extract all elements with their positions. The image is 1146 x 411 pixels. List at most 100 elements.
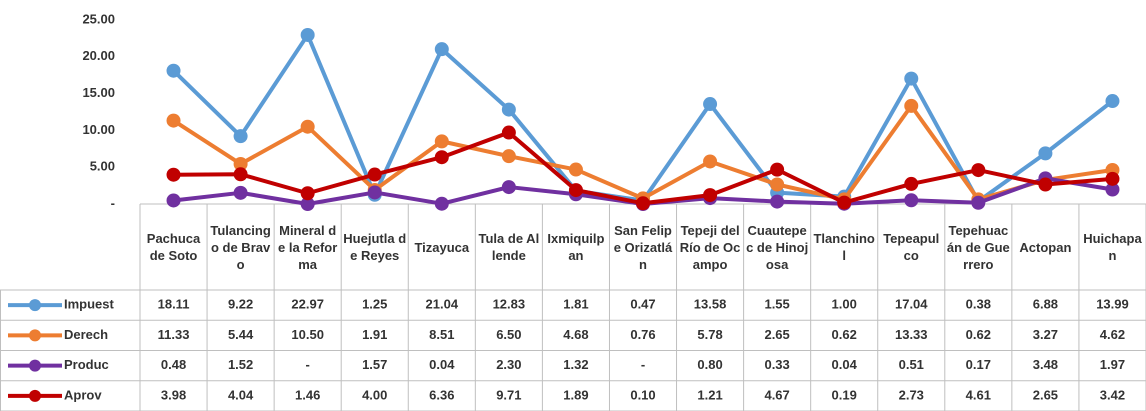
table-value: 4.61 (966, 387, 991, 402)
table-value: 3.42 (1100, 387, 1125, 402)
table-value: 1.21 (697, 387, 722, 402)
marker (568, 162, 583, 177)
table-value: 13.58 (694, 297, 727, 312)
table-value: 5.44 (228, 327, 254, 342)
table-value: 8.51 (429, 327, 454, 342)
table-value: - (305, 357, 309, 372)
table-value: 0.80 (697, 357, 722, 372)
marker (568, 183, 583, 198)
table-value: 1.25 (362, 297, 387, 312)
marker (300, 186, 315, 201)
x-tick-label: Tula de Allende (478, 231, 540, 263)
legend-marker (29, 359, 41, 372)
x-tick-label: San Felipe Orizatlán (613, 222, 673, 272)
x-tick-label: Mineral de la Reforma (278, 222, 338, 272)
marker (904, 176, 919, 191)
table-value: 1.97 (1100, 357, 1125, 372)
x-tick-label: Huichapan (1083, 231, 1142, 263)
table-value: 1.57 (362, 357, 387, 372)
marker (166, 113, 181, 128)
marker (434, 42, 449, 57)
table-value: 6.50 (496, 327, 521, 342)
marker (837, 195, 852, 210)
legend-label: Produc (64, 357, 109, 372)
marker (166, 63, 181, 78)
category-cell: Tepehuacán de Guerrero (946, 222, 1010, 272)
table-value: 1.55 (764, 297, 789, 312)
table-value: 4.00 (362, 387, 387, 402)
marker (233, 129, 248, 144)
table-value: 11.33 (158, 327, 190, 342)
table-value: 1.32 (563, 357, 588, 372)
table-value: 1.91 (362, 327, 387, 342)
x-tick-label: Tepeapulco (883, 231, 940, 263)
category-cell: Tizayuca (414, 240, 469, 255)
table-value: 2.65 (764, 327, 789, 342)
legend-marker (29, 389, 41, 402)
category-cell: Tlanchinol (813, 231, 874, 263)
y-tick-label: 20.00 (82, 48, 115, 63)
marker (1105, 182, 1120, 197)
x-tick-label: Tepehuacán de Guerrero (946, 222, 1010, 272)
table-value: 0.76 (630, 327, 655, 342)
table-value: 13.99 (1096, 297, 1129, 312)
x-tick-label: Cuautepec de Hinojosa (746, 222, 809, 272)
category-cell: Cuautepec de Hinojosa (746, 222, 809, 272)
legend-label: Derech (64, 327, 108, 342)
marker (971, 195, 986, 210)
table-value: - (641, 357, 645, 372)
marker (1038, 146, 1053, 161)
table-value: 6.36 (429, 387, 454, 402)
category-cell: Mineral de la Reforma (278, 222, 338, 272)
table-value: 2.30 (496, 357, 521, 372)
marker (1038, 177, 1053, 192)
y-tick-label: - (111, 195, 115, 210)
category-cell: Ixmiquilpan (547, 231, 604, 263)
table-value: 1.81 (563, 297, 588, 312)
legend-marker (29, 329, 41, 342)
series-line (172, 32, 1114, 204)
legend-label: Aprov (64, 387, 102, 402)
table-value: 22.97 (291, 297, 324, 312)
table-value: 2.73 (899, 387, 924, 402)
table-value: 0.33 (764, 357, 789, 372)
table-value: 0.48 (161, 357, 186, 372)
marker (703, 97, 718, 112)
table-value: 4.68 (563, 327, 588, 342)
x-tick-label: Huejutla de Reyes (343, 231, 407, 263)
table-value: 1.00 (832, 297, 857, 312)
category-cell: Tulancingo de Bravo (210, 223, 270, 272)
marker (904, 98, 919, 113)
table-value: 9.22 (228, 297, 253, 312)
marker (434, 196, 449, 211)
marker (233, 185, 248, 200)
marker (300, 197, 315, 211)
marker (367, 167, 382, 182)
marker (501, 125, 516, 140)
category-cell: Huejutla de Reyes (343, 231, 407, 263)
marker (770, 162, 785, 177)
table-value: 0.62 (966, 327, 991, 342)
marker (166, 167, 181, 182)
table-value: 0.04 (832, 357, 858, 372)
table-value: 3.98 (161, 387, 186, 402)
legend-label: Impuest (64, 297, 115, 312)
table-value: 6.88 (1033, 297, 1058, 312)
table-value: 1.52 (228, 357, 253, 372)
category-cell: Huichapan (1083, 231, 1142, 263)
table-value: 1.46 (295, 387, 320, 402)
table-value: 0.04 (429, 357, 455, 372)
category-cell: Tepeapulco (883, 231, 940, 263)
legend-marker (29, 299, 41, 312)
category-cell: San Felipe Orizatlán (613, 222, 673, 272)
table-value: 0.38 (966, 297, 991, 312)
marker (1105, 171, 1120, 186)
table-value: 17.04 (895, 297, 928, 312)
marker (434, 150, 449, 165)
y-tick-label: 25.00 (82, 11, 115, 26)
y-tick-label: 10.00 (82, 122, 115, 137)
marker (971, 163, 986, 178)
table-value: 10.50 (291, 327, 324, 342)
table-value: 18.11 (158, 297, 190, 312)
table-value: 13.33 (895, 327, 928, 342)
